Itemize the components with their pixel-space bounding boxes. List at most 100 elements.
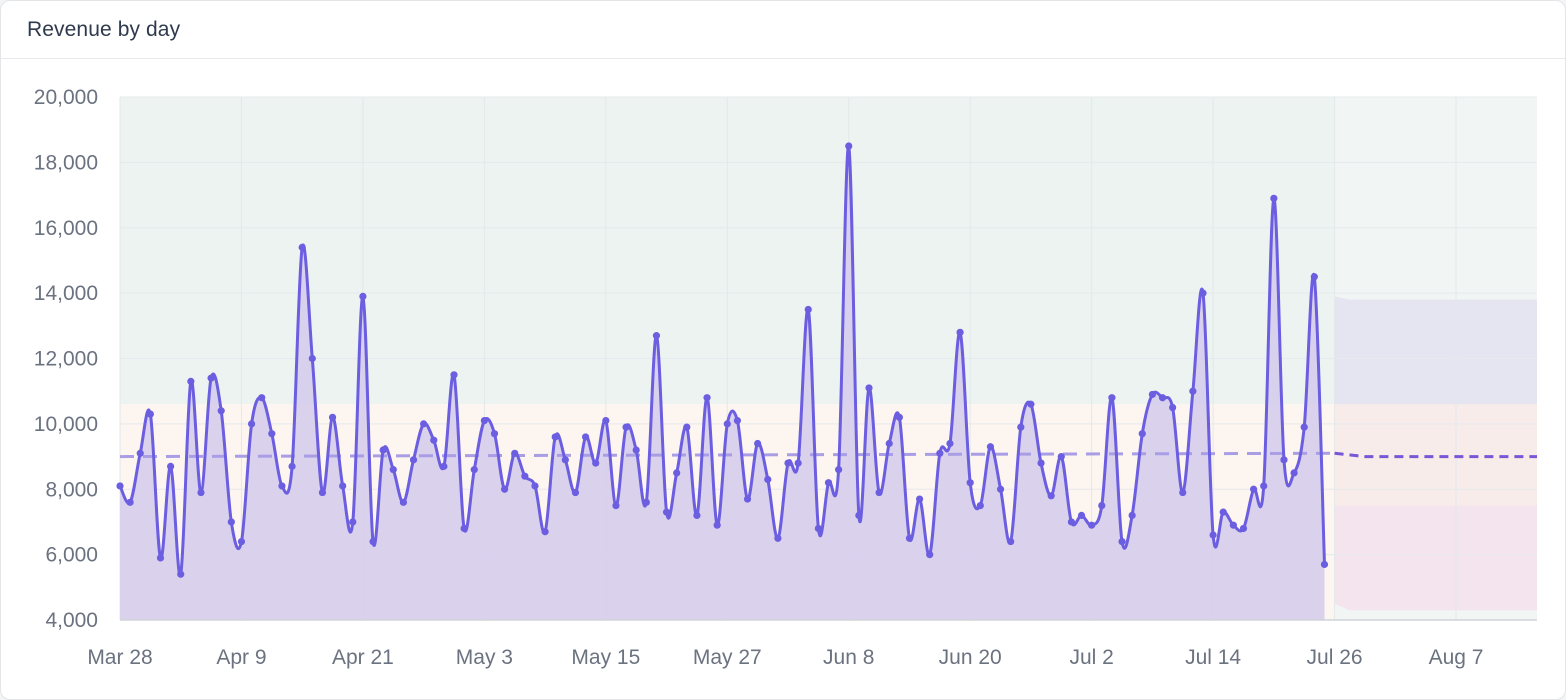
x-tick-label: Apr 9 [216,646,266,669]
data-point [541,528,549,536]
data-point [703,394,711,402]
data-point [217,407,225,415]
data-point [1067,518,1076,526]
y-tick-label: 4,000 [45,609,98,632]
average-line [119,451,1335,459]
x-tick-label: May 15 [571,646,640,669]
data-point [814,524,822,533]
data-point [156,554,165,562]
data-point [642,498,650,506]
data-point [1239,524,1248,533]
data-point [197,488,205,497]
data-point [440,462,448,470]
data-point [258,394,266,402]
data-point [339,482,347,490]
data-point [1290,469,1298,477]
data-point [966,479,974,487]
data-point [490,430,499,438]
data-point [1128,511,1136,519]
x-tick-label: Mar 28 [87,646,152,669]
data-point [804,305,812,314]
data-point [835,466,843,474]
data-point [662,508,671,516]
data-point [764,475,772,484]
data-point [237,537,246,546]
panel-header: Revenue by day [1,1,1565,59]
data-point [673,469,681,477]
data-point [845,142,853,150]
revenue-line [118,144,1326,577]
data-point [1098,501,1106,510]
data-point [1209,531,1217,539]
data-point [794,459,802,467]
data-point [1027,400,1035,408]
y-tick-label: 20,000 [34,86,98,109]
data-point [1270,194,1278,202]
x-tick-label: May 27 [693,646,762,669]
data-point [389,466,397,474]
data-point [693,511,701,519]
data-point [1219,508,1227,516]
data-point [399,498,407,506]
data-point [602,417,610,425]
data-point [521,472,529,480]
data-point [1260,482,1268,490]
data-point [470,466,478,474]
data-point [531,482,539,490]
data-point [1250,485,1258,493]
data-point [1158,394,1167,402]
data-point [146,410,154,418]
y-axis-labels: 4,000 6,000 8,000 10,000 12,000 14,000 16,000 1… [34,86,98,632]
data-point [743,495,752,503]
y-tick-label: 16,000 [34,217,98,240]
data-point [1320,560,1329,569]
data-point [177,570,185,578]
y-tick-label: 18,000 [34,151,98,174]
data-point [207,374,215,382]
forecast-lower-band [1334,505,1537,611]
data-point [167,462,175,470]
data-point [298,243,306,251]
data-point [1199,289,1207,297]
y-tick-label: 8,000 [45,478,98,501]
data-point [1310,273,1318,281]
data-point [581,433,590,441]
data-point [855,511,863,519]
data-point [126,498,134,506]
data-point [632,446,640,454]
data-point [1300,423,1308,431]
data-point [288,462,296,470]
data-point [511,449,519,457]
data-point [1037,459,1045,467]
data-point [430,436,438,444]
data-point [1047,492,1055,500]
data-point [1118,537,1126,546]
data-point [187,377,195,385]
data-point [986,443,995,451]
data-point [895,413,903,421]
data-point [328,413,337,421]
y-tick-label: 6,000 [45,544,98,567]
data-point [713,521,721,529]
data-point [976,501,984,510]
data-point [1148,390,1156,399]
data-point [936,449,944,457]
data-point [946,439,954,448]
data-point [905,534,914,542]
data-point [733,417,742,425]
data-point [268,430,276,438]
x-tick-label: May 3 [456,646,513,669]
panel-title: Revenue by day [27,17,181,41]
data-point [683,423,691,431]
x-tick-label: Jul 26 [1307,646,1363,669]
data-point [1007,537,1015,546]
data-point [409,456,418,464]
data-point [379,446,387,454]
revenue-area [120,145,1325,620]
data-point [1108,394,1116,402]
data-points [116,142,1329,578]
data-point [480,417,488,425]
data-point [1179,488,1187,497]
forecast-line [1334,451,1537,459]
x-tick-label: Jul 2 [1069,646,1113,669]
